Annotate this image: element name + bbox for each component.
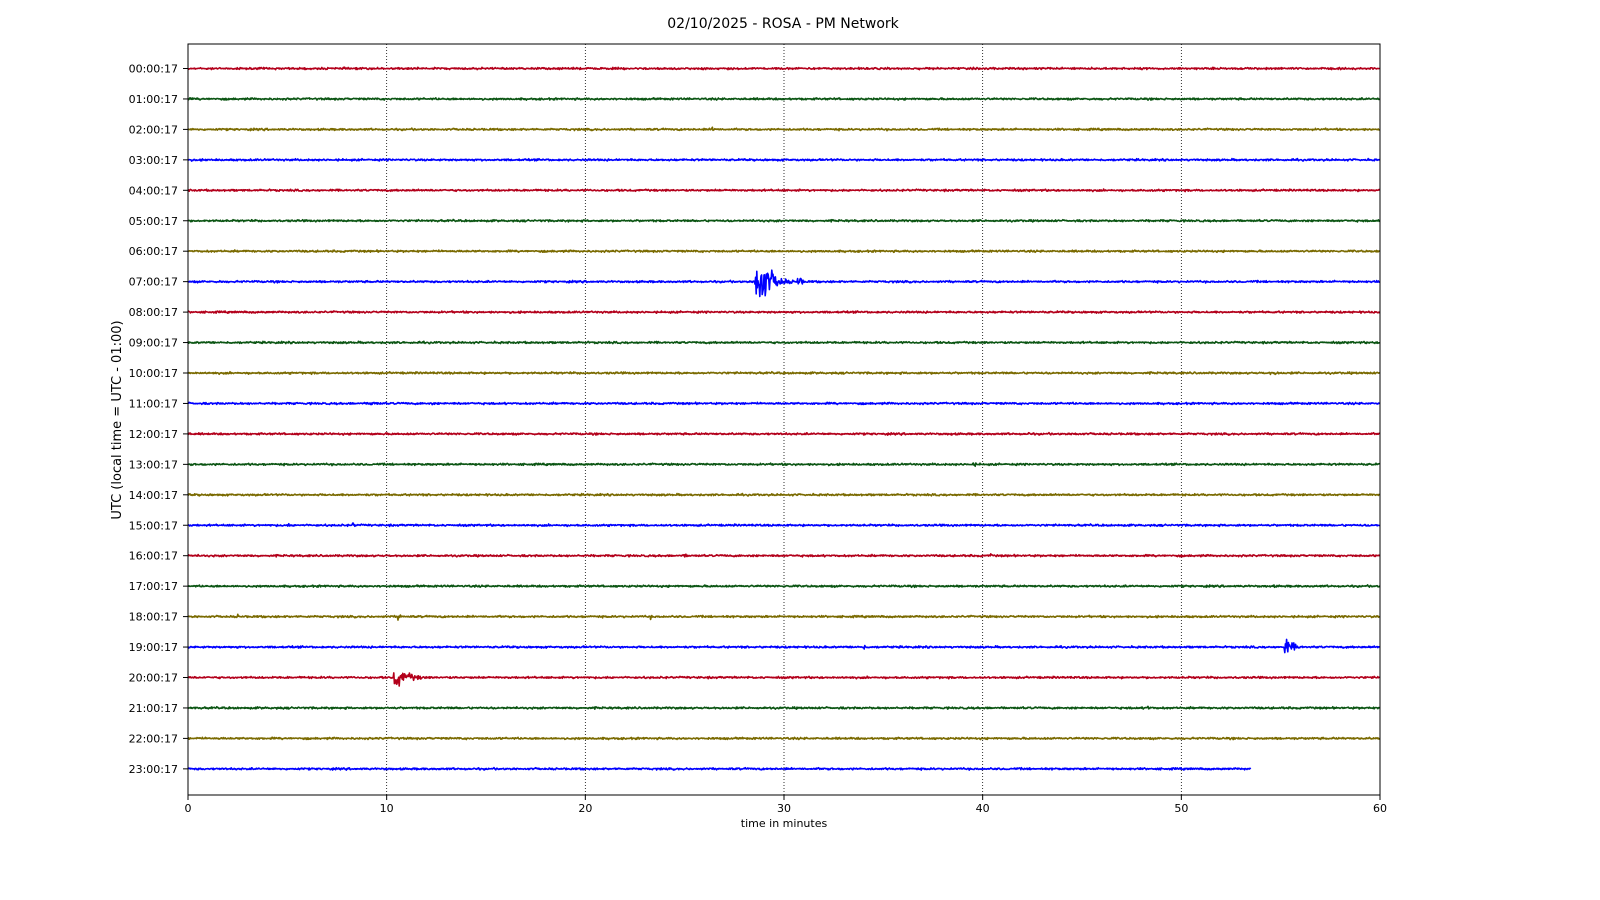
- y-tick-label-11: 11:00:17: [129, 397, 178, 410]
- y-tick-label-4: 04:00:17: [129, 184, 178, 197]
- trace-01-00-17: [187, 97, 1381, 101]
- y-tick-label-10: 10:00:17: [129, 367, 178, 380]
- trace-06-00-17: [187, 249, 1381, 254]
- y-tick-label-18: 18:00:17: [129, 611, 178, 624]
- trace-00-00-17: [187, 66, 1380, 71]
- trace-10-00-17: [187, 370, 1380, 376]
- trace-23-00-17: [187, 766, 1252, 771]
- y-tick-label-17: 17:00:17: [129, 580, 178, 593]
- y-tick-label-13: 13:00:17: [129, 458, 178, 471]
- y-tick-label-12: 12:00:17: [129, 428, 178, 441]
- y-tick-label-2: 02:00:17: [129, 123, 178, 136]
- x-tick-label-20: 20: [578, 802, 592, 815]
- trace-03-00-17: [187, 157, 1381, 162]
- y-tick-label-22: 22:00:17: [129, 732, 178, 745]
- trace-07-00-17: [187, 269, 1381, 298]
- y-tick-label-3: 03:00:17: [129, 154, 178, 167]
- trace-05-00-17: [187, 218, 1381, 223]
- trace-02-00-17: [187, 126, 1381, 132]
- y-tick-label-8: 08:00:17: [129, 306, 178, 319]
- trace-15-00-17: [187, 522, 1380, 528]
- y-tick-label-23: 23:00:17: [129, 763, 178, 776]
- y-tick-label-7: 07:00:17: [129, 276, 178, 289]
- y-tick-label-0: 00:00:17: [129, 63, 178, 76]
- trace-13-00-17: [187, 462, 1380, 468]
- x-tick-label-0: 0: [185, 802, 192, 815]
- seismic-traces: [187, 66, 1381, 771]
- y-tick-label-5: 05:00:17: [129, 215, 178, 228]
- y-tick-label-16: 16:00:17: [129, 550, 178, 563]
- x-tick-label-50: 50: [1174, 802, 1188, 815]
- trace-22-00-17: [187, 736, 1381, 741]
- x-axis-label: time in minutes: [741, 817, 828, 830]
- trace-11-00-17: [187, 401, 1381, 406]
- y-tick-label-1: 01:00:17: [129, 93, 178, 106]
- trace-14-00-17: [187, 492, 1380, 497]
- y-tick-label-20: 20:00:17: [129, 672, 178, 685]
- chart-title: 02/10/2025 - ROSA - PM Network: [667, 16, 899, 32]
- trace-20-00-17: [187, 672, 1380, 687]
- grid-lines: [386, 44, 1182, 795]
- trace-04-00-17: [187, 188, 1381, 193]
- x-tick-label-60: 60: [1373, 802, 1387, 815]
- trace-21-00-17: [187, 705, 1381, 710]
- y-axis-label: UTC (local time = UTC - 01:00): [110, 320, 125, 519]
- y-tick-label-21: 21:00:17: [129, 702, 178, 715]
- y-tick-label-9: 09:00:17: [129, 337, 178, 350]
- x-tick-label-10: 10: [380, 802, 394, 815]
- y-tick-label-14: 14:00:17: [129, 489, 178, 502]
- trace-17-00-17: [187, 584, 1381, 589]
- x-axis-ticks: 0 10 20 30 40 50 60: [185, 795, 1387, 815]
- y-tick-label-6: 06:00:17: [129, 245, 178, 258]
- y-axis-ticks: 00:00:17 01:00:17 02:00:17 03:00:17 04:00:17…: [129, 63, 188, 776]
- y-tick-label-15: 15:00:17: [129, 519, 178, 532]
- trace-16-00-17: [187, 553, 1381, 558]
- trace-19-00-17: [187, 638, 1380, 654]
- trace-09-00-17: [187, 340, 1380, 345]
- x-tick-label-40: 40: [976, 802, 990, 815]
- x-tick-label-30: 30: [777, 802, 791, 815]
- y-tick-label-19: 19:00:17: [129, 641, 178, 654]
- trace-08-00-17: [187, 310, 1381, 315]
- trace-18-00-17: [187, 613, 1381, 621]
- trace-12-00-17: [187, 431, 1380, 436]
